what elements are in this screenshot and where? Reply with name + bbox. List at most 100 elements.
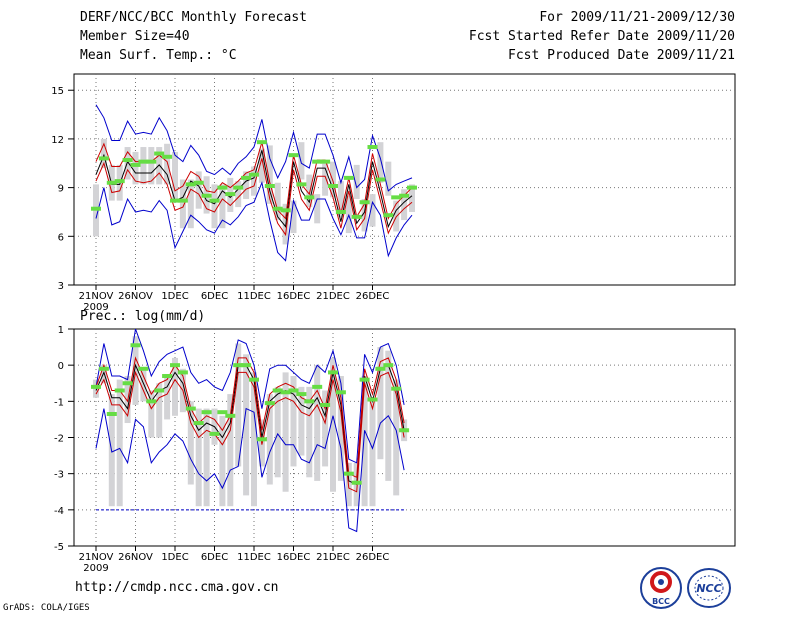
panel1-observed-mark	[98, 156, 109, 161]
panel1-xtick-label: 1DEC	[161, 291, 188, 302]
forecast-period: For 2009/11/21-2009/12/30	[539, 10, 735, 25]
panel2-xtick-label: 26DEC	[356, 552, 390, 563]
panel1-observed-mark	[225, 192, 236, 197]
panel2-observed-mark	[399, 428, 410, 433]
panel2-range-bar	[100, 365, 107, 384]
panel1-observed-mark	[130, 162, 141, 167]
panel2-range-bar	[337, 376, 344, 481]
panel1-observed-mark	[312, 159, 323, 164]
panel1-year-label: 2009	[83, 302, 108, 313]
panel2-range-bar	[243, 354, 250, 496]
panel1-observed-mark	[249, 172, 259, 177]
panel2-range-bar	[290, 376, 297, 467]
panel1-xtick-label: 6DEC	[201, 291, 228, 302]
panel2-observed-mark	[146, 399, 157, 404]
panel2-range-bar	[187, 401, 194, 485]
panel2-observed-mark	[177, 370, 188, 375]
panel1-range-bar	[353, 164, 360, 199]
panel2-range-bar	[266, 394, 273, 485]
panel1-range-bar	[314, 194, 321, 224]
panel2-range-bar	[116, 379, 123, 507]
panel1-range-bar	[337, 181, 344, 217]
panel1-observed-mark	[193, 180, 204, 185]
panel2-observed-mark	[233, 363, 244, 368]
panel2-observed-mark	[209, 431, 220, 436]
panel1-range-bar	[235, 181, 242, 208]
panel2-observed-mark	[256, 437, 267, 442]
ncc-logo-text: NCC	[696, 582, 721, 595]
panel2-ytick-label: -2	[54, 434, 64, 445]
panel2-ytick-label: -5	[54, 542, 64, 553]
panel1-observed-mark	[375, 177, 386, 182]
panel2-range-bar	[274, 386, 281, 478]
panel1-observed-mark	[122, 158, 133, 163]
panel1-observed-mark	[407, 185, 417, 190]
panel1-range-bar	[243, 171, 250, 199]
panel2-observed-mark	[304, 399, 315, 404]
panel1-range-bar	[369, 194, 376, 227]
panel1-observed-mark	[264, 183, 275, 188]
panel1-observed-mark	[383, 213, 394, 218]
panel2-ytick-label: -4	[54, 506, 64, 517]
panel2-range-bar	[219, 415, 226, 507]
bcc-logo-text: BCC	[652, 597, 670, 606]
panel2-observed-mark	[272, 388, 283, 393]
panel1-range-bar	[164, 143, 171, 185]
panel2-range-bar	[377, 347, 384, 460]
panel1-range-bar	[187, 179, 194, 229]
panel2-observed-mark	[249, 377, 259, 382]
panel1-range-bar	[377, 142, 384, 183]
panel2-observed-mark	[264, 401, 275, 406]
panel2-observed-mark	[241, 363, 252, 368]
panel1-observed-mark	[288, 153, 299, 158]
fcst-started-date: Fcst Started Refer Date 2009/11/20	[468, 29, 735, 44]
panel1-range-bar	[393, 200, 400, 232]
panel1-observed-mark	[91, 206, 101, 211]
panel2-observed-mark	[225, 413, 236, 418]
panel2-range-bar	[393, 379, 400, 496]
panel2-range-bar	[314, 365, 321, 481]
fcst-produced-date: Fcst Produced Date 2009/11/21	[508, 48, 735, 63]
panel1-xtick-label: 21DEC	[316, 291, 350, 302]
panel2-observed-mark	[335, 390, 346, 395]
panel1-observed-mark	[201, 193, 212, 198]
panel1-range-bar	[330, 161, 336, 198]
panel1-range-bar	[179, 179, 186, 229]
panel1-xtick-label: 11DEC	[237, 291, 271, 302]
panel1-range-bar	[385, 161, 392, 196]
panel1-xtick-label: 16DEC	[277, 291, 311, 302]
panel1-observed-mark	[399, 193, 410, 198]
panel1-observed-mark	[217, 185, 228, 190]
panel2-xtick-label: 11DEC	[237, 552, 271, 563]
panel1-observed-mark	[185, 182, 196, 187]
panel2-observed-mark	[185, 406, 196, 411]
panel2-year-label: 2009	[83, 563, 108, 574]
panel1-observed-mark	[335, 209, 346, 214]
panel2-range-bar	[235, 343, 242, 467]
panel1-observed-mark	[154, 151, 165, 156]
panel2-observed-mark	[351, 480, 362, 485]
panel2-observed-mark	[375, 366, 386, 371]
panel1-observed-mark	[367, 145, 378, 150]
panel2-observed-mark	[138, 366, 149, 371]
panel1-observed-mark	[177, 198, 188, 203]
panel2-range-bar	[369, 397, 376, 507]
panel2-observed-mark	[193, 421, 204, 426]
panel1-observed-mark	[304, 195, 315, 200]
panel2-observed-mark	[170, 363, 180, 368]
panel1-range-bar	[124, 147, 131, 180]
source-url: http://cmdp.ncc.cma.gov.cn	[75, 580, 279, 595]
panel1-observed-mark	[391, 195, 402, 200]
panel2-observed-mark	[343, 471, 354, 476]
panel2-observed-mark	[296, 392, 307, 397]
panel2-xtick-label: 21DEC	[316, 552, 350, 563]
panel1-range-bar	[290, 200, 297, 234]
panel1-range-bar	[298, 142, 305, 180]
panel1-observed-mark	[351, 214, 362, 219]
panel2-range-bar	[203, 408, 210, 507]
panel1-ytick-label: 6	[58, 232, 64, 243]
panel2-ytick-label: -3	[54, 470, 64, 481]
panel1-series-upper	[95, 104, 413, 192]
panel2-observed-mark	[114, 388, 125, 393]
